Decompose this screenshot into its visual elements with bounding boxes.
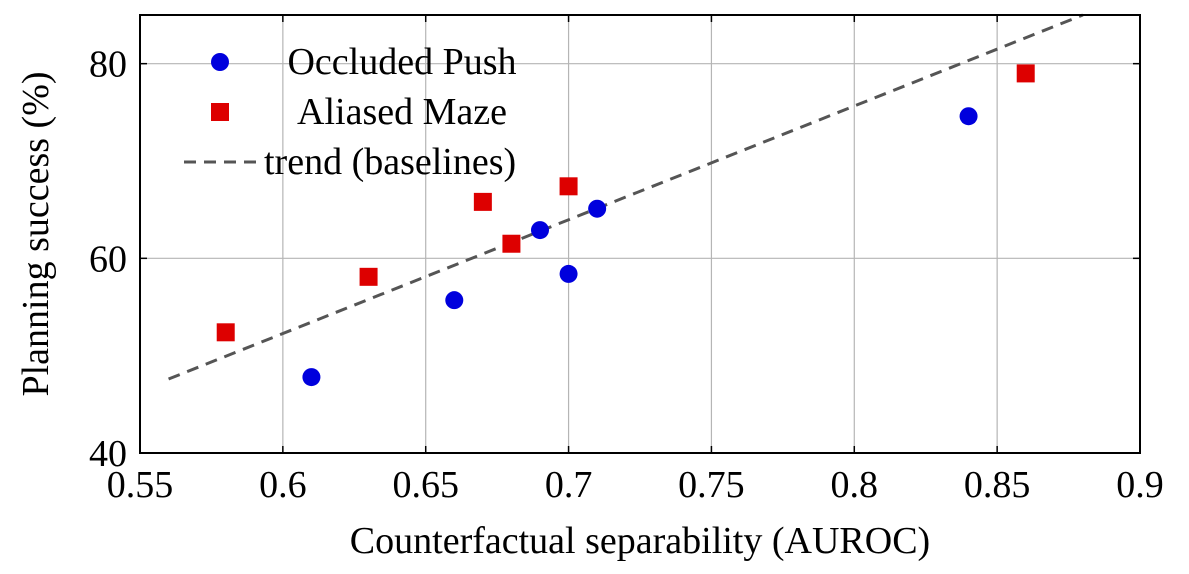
- trend-line: [168, 13, 1084, 381]
- occluded-push-point: [531, 221, 549, 240]
- legend-label: Occluded Push: [287, 41, 516, 83]
- aliased-maze-point: [1016, 64, 1035, 83]
- x-tick-label: 0.55: [107, 464, 174, 506]
- occluded-push-point: [559, 264, 578, 283]
- aliased-maze-point: [502, 234, 521, 253]
- aliased-maze-point: [216, 323, 235, 342]
- x-tick-label: 0.75: [678, 464, 745, 506]
- occluded-push-point: [302, 368, 321, 387]
- y-tick-label: 40: [89, 433, 127, 475]
- y-tick-label: 80: [89, 44, 127, 86]
- x-tick-label: 0.8: [831, 464, 879, 506]
- plot-frame: [139, 14, 1141, 454]
- aliased-maze-point: [359, 267, 378, 286]
- aliased-maze-point: [559, 177, 578, 196]
- x-tick-label: 0.7: [545, 464, 593, 506]
- legend-marker-square: [211, 103, 229, 121]
- x-tick-label: 0.6: [259, 464, 307, 506]
- x-tick-label: 0.65: [392, 464, 459, 506]
- x-axis-label: Counterfactual separability (AUROC): [350, 520, 930, 562]
- occluded-push-point: [588, 199, 607, 218]
- legend-label: Aliased Maze: [297, 91, 507, 133]
- x-tick-label: 0.85: [964, 464, 1031, 506]
- x-axis-ticks: 0.55 0.6 0.65 0.7 0.75 0.8 0.85 0.9: [107, 15, 1164, 506]
- occluded-push-point: [959, 107, 978, 126]
- occluded-push-point: [445, 291, 464, 310]
- x-tick-label: 0.9: [1116, 464, 1164, 506]
- aliased-maze-point: [473, 192, 492, 211]
- y-tick-label: 60: [89, 238, 127, 280]
- y-axis-label: Planning success (%): [15, 71, 57, 396]
- legend-label: trend (baselines): [264, 141, 516, 183]
- legend-marker-circle: [211, 53, 229, 71]
- y-axis-ticks: 40 60 80: [89, 44, 1140, 475]
- legend: Occluded Push Aliased Maze trend (baseline…: [184, 41, 517, 183]
- series-layer: [168, 13, 1084, 387]
